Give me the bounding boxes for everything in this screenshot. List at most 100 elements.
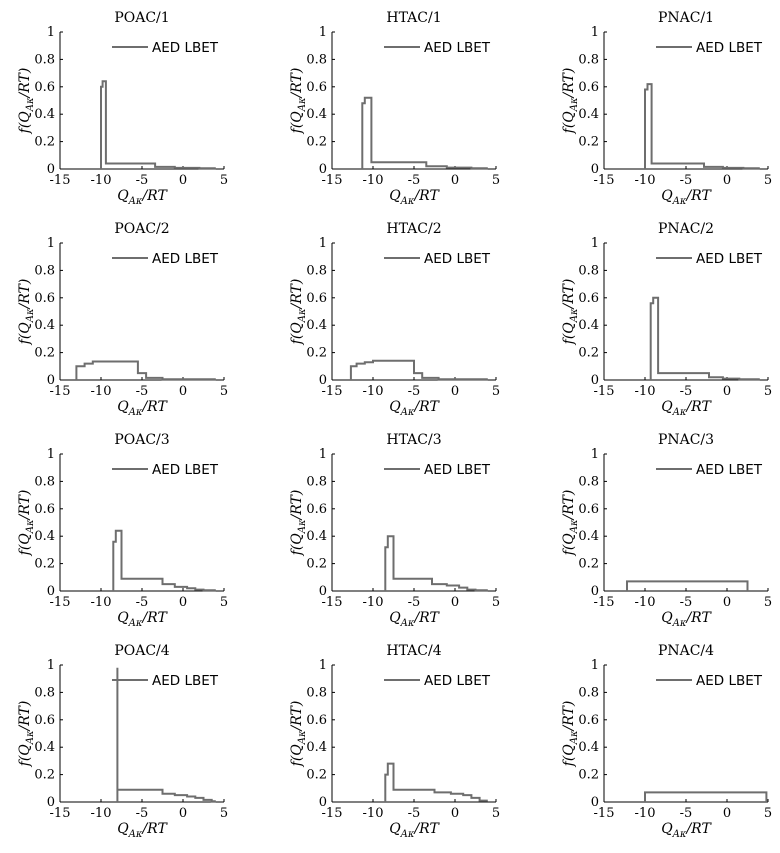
subplot-title: PNAC/4 [658,643,714,659]
y-tick-label: 0.4 [578,318,599,333]
x-tick-label: 0 [723,173,731,188]
x-tick-label: -5 [408,806,421,821]
x-axis-label: QAκ/RT [389,610,440,629]
x-tick-label: -10 [635,173,656,188]
y-axis-label: f(QAκ/RT) [289,490,308,557]
series-line [644,791,768,802]
x-tick-label: 0 [451,806,459,821]
x-axis-label: QAκ/RT [661,610,712,629]
series-line [75,360,216,381]
x-axis-label: QAκ/RT [117,188,168,207]
x-tick-label: -5 [408,595,421,610]
x-tick-label: -15 [594,384,615,399]
legend-label: AED LBET [152,462,219,478]
y-tick-label: 0.2 [578,557,599,572]
y-tick-label: 0.8 [34,474,55,489]
x-tick-label: 0 [451,384,459,399]
legend-label: AED LBET [696,673,763,689]
y-tick-label: 0 [47,162,55,177]
subplot-title: POAC/1 [114,10,169,26]
x-tick-label: -5 [680,173,693,188]
y-tick-label: 1 [47,25,55,40]
legend-label: AED LBET [424,251,491,267]
x-tick-label: 5 [492,806,500,821]
y-tick-label: 0.6 [306,80,327,95]
y-tick-label: 0.6 [306,502,327,517]
y-tick-label: 0.6 [34,713,55,728]
x-tick-label: -15 [322,384,343,399]
x-tick-label: -5 [408,384,421,399]
x-axis-label: QAκ/RT [389,821,440,840]
x-tick-label: 0 [179,173,187,188]
x-tick-label: -10 [635,595,656,610]
x-axis-label: QAκ/RT [117,610,168,629]
x-tick-label: 0 [723,384,731,399]
x-tick-label: 5 [764,806,772,821]
legend-label: AED LBET [152,251,219,267]
y-axis-label: f(QAκ/RT) [17,68,36,135]
y-axis-label: f(QAκ/RT) [561,279,580,346]
y-tick-label: 0 [47,584,55,599]
y-tick-label: 1 [591,658,599,673]
subplot-title: POAC/4 [114,643,169,659]
y-tick-label: 0.2 [306,768,327,783]
x-tick-label: 0 [451,595,459,610]
x-tick-label: -10 [91,173,112,188]
subplot-title: PNAC/1 [658,10,714,26]
y-tick-label: 0 [319,162,327,177]
y-tick-label: 0.6 [34,80,55,95]
y-tick-label: 0.8 [306,263,327,278]
x-tick-label: -15 [594,173,615,188]
legend-label: AED LBET [696,251,763,267]
subplot-htac-2: HTAC/2 -15 -10 -5 0 5 0 0.2 0.4 0.6 0.8 1 QAκ/RT f(QA… [289,221,500,418]
y-tick-label: 1 [591,25,599,40]
series-line [384,762,488,802]
y-tick-label: 0.4 [306,318,327,333]
series-line [384,535,488,592]
y-tick-label: 0 [591,373,599,388]
x-tick-label: 5 [492,595,500,610]
y-tick-label: 0.8 [578,474,599,489]
y-axis-label: f(QAκ/RT) [17,701,36,768]
y-tick-label: 0 [319,795,327,810]
x-axis-label: QAκ/RT [389,188,440,207]
x-tick-label: 5 [764,384,772,399]
y-tick-label: 0.6 [578,80,599,95]
x-tick-label: -15 [50,595,71,610]
x-tick-label: -15 [50,806,71,821]
series-line [361,96,488,170]
subplot-htac-1: HTAC/1 -15 -10 -5 0 5 0 0.2 0.4 0.6 0.8 1 QAκ/RT f(QA… [289,10,500,207]
subplot-pnac-4: PNAC/4 -15 -10 -5 0 5 0 0.2 0.4 0.6 0.8 1 QAκ/RT f(QA… [561,643,772,840]
x-axis-label: QAκ/RT [661,188,712,207]
x-tick-label: 5 [220,806,228,821]
y-tick-label: 0.2 [578,346,599,361]
x-tick-label: -15 [594,806,615,821]
x-tick-label: -15 [50,384,71,399]
y-axis-label: f(QAκ/RT) [289,701,308,768]
x-axis-label: QAκ/RT [661,399,712,418]
y-axis-label: f(QAκ/RT) [289,279,308,346]
x-tick-label: 0 [723,595,731,610]
legend-label: AED LBET [424,462,491,478]
y-tick-label: 0.2 [34,135,55,150]
subplot-poac-1: POAC/1 -15 -10 -5 0 5 0 0.2 0.4 0.6 0.8 1 QAκ/RT f(QA… [17,10,228,207]
x-axis-label: QAκ/RT [117,399,168,418]
x-tick-label: -5 [136,595,149,610]
series-line [100,80,216,170]
y-tick-label: 0.4 [34,107,55,122]
x-tick-label: 0 [179,806,187,821]
subplot-title: PNAC/2 [658,221,714,237]
x-tick-label: 5 [220,595,228,610]
x-tick-label: 0 [179,384,187,399]
subplot-title: HTAC/2 [386,221,441,237]
y-tick-label: 0.8 [306,685,327,700]
y-tick-label: 1 [591,236,599,251]
y-tick-label: 0 [47,795,55,810]
y-tick-label: 0 [591,162,599,177]
y-tick-label: 1 [47,447,55,462]
legend-label: AED LBET [696,40,763,56]
y-tick-label: 0.6 [34,502,55,517]
x-axis-label: QAκ/RT [389,399,440,418]
x-tick-label: -10 [91,384,112,399]
y-tick-label: 1 [319,658,327,673]
